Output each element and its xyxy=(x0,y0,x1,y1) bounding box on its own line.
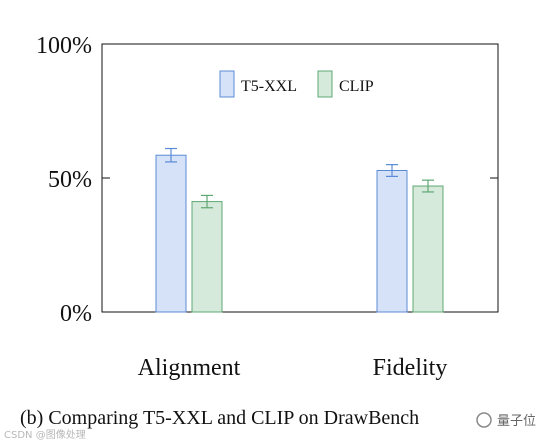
watermark-backdrop xyxy=(470,408,550,432)
bar-clip-alignment xyxy=(191,201,223,313)
x-category-label-alignment: Alignment xyxy=(138,355,241,381)
bar-series xyxy=(155,147,444,313)
watermark: 量子位 CSDN @图像处理 xyxy=(4,408,550,441)
y-tick-label-100: 100% xyxy=(36,33,92,59)
y-tick-label-50: 50% xyxy=(48,167,92,193)
bar-clip-fidelity xyxy=(412,185,444,313)
watermark-logo-icon xyxy=(476,412,492,428)
legend-label-t5-xxl: T5-XXL xyxy=(241,78,297,95)
x-axis: Alignment Fidelity xyxy=(138,355,448,381)
watermark-text: 量子位 xyxy=(497,414,536,429)
bar-t5-xxl-fidelity xyxy=(376,169,408,313)
y-tick-label-0: 0% xyxy=(60,301,92,327)
legend-label-clip: CLIP xyxy=(339,78,374,95)
bar-t5-xxl-alignment xyxy=(155,154,187,313)
legend-swatch-clip xyxy=(317,70,333,98)
figure-caption: (b) Comparing T5-XXL and CLIP on DrawBen… xyxy=(20,407,419,429)
x-category-label-fidelity: Fidelity xyxy=(373,355,448,381)
legend-swatch-t5-xxl xyxy=(219,70,235,98)
watermark-left-text: CSDN @图像处理 xyxy=(4,429,86,441)
legend: T5-XXL CLIP xyxy=(219,70,374,98)
y-axis: 0% 50% 100% xyxy=(36,33,498,327)
